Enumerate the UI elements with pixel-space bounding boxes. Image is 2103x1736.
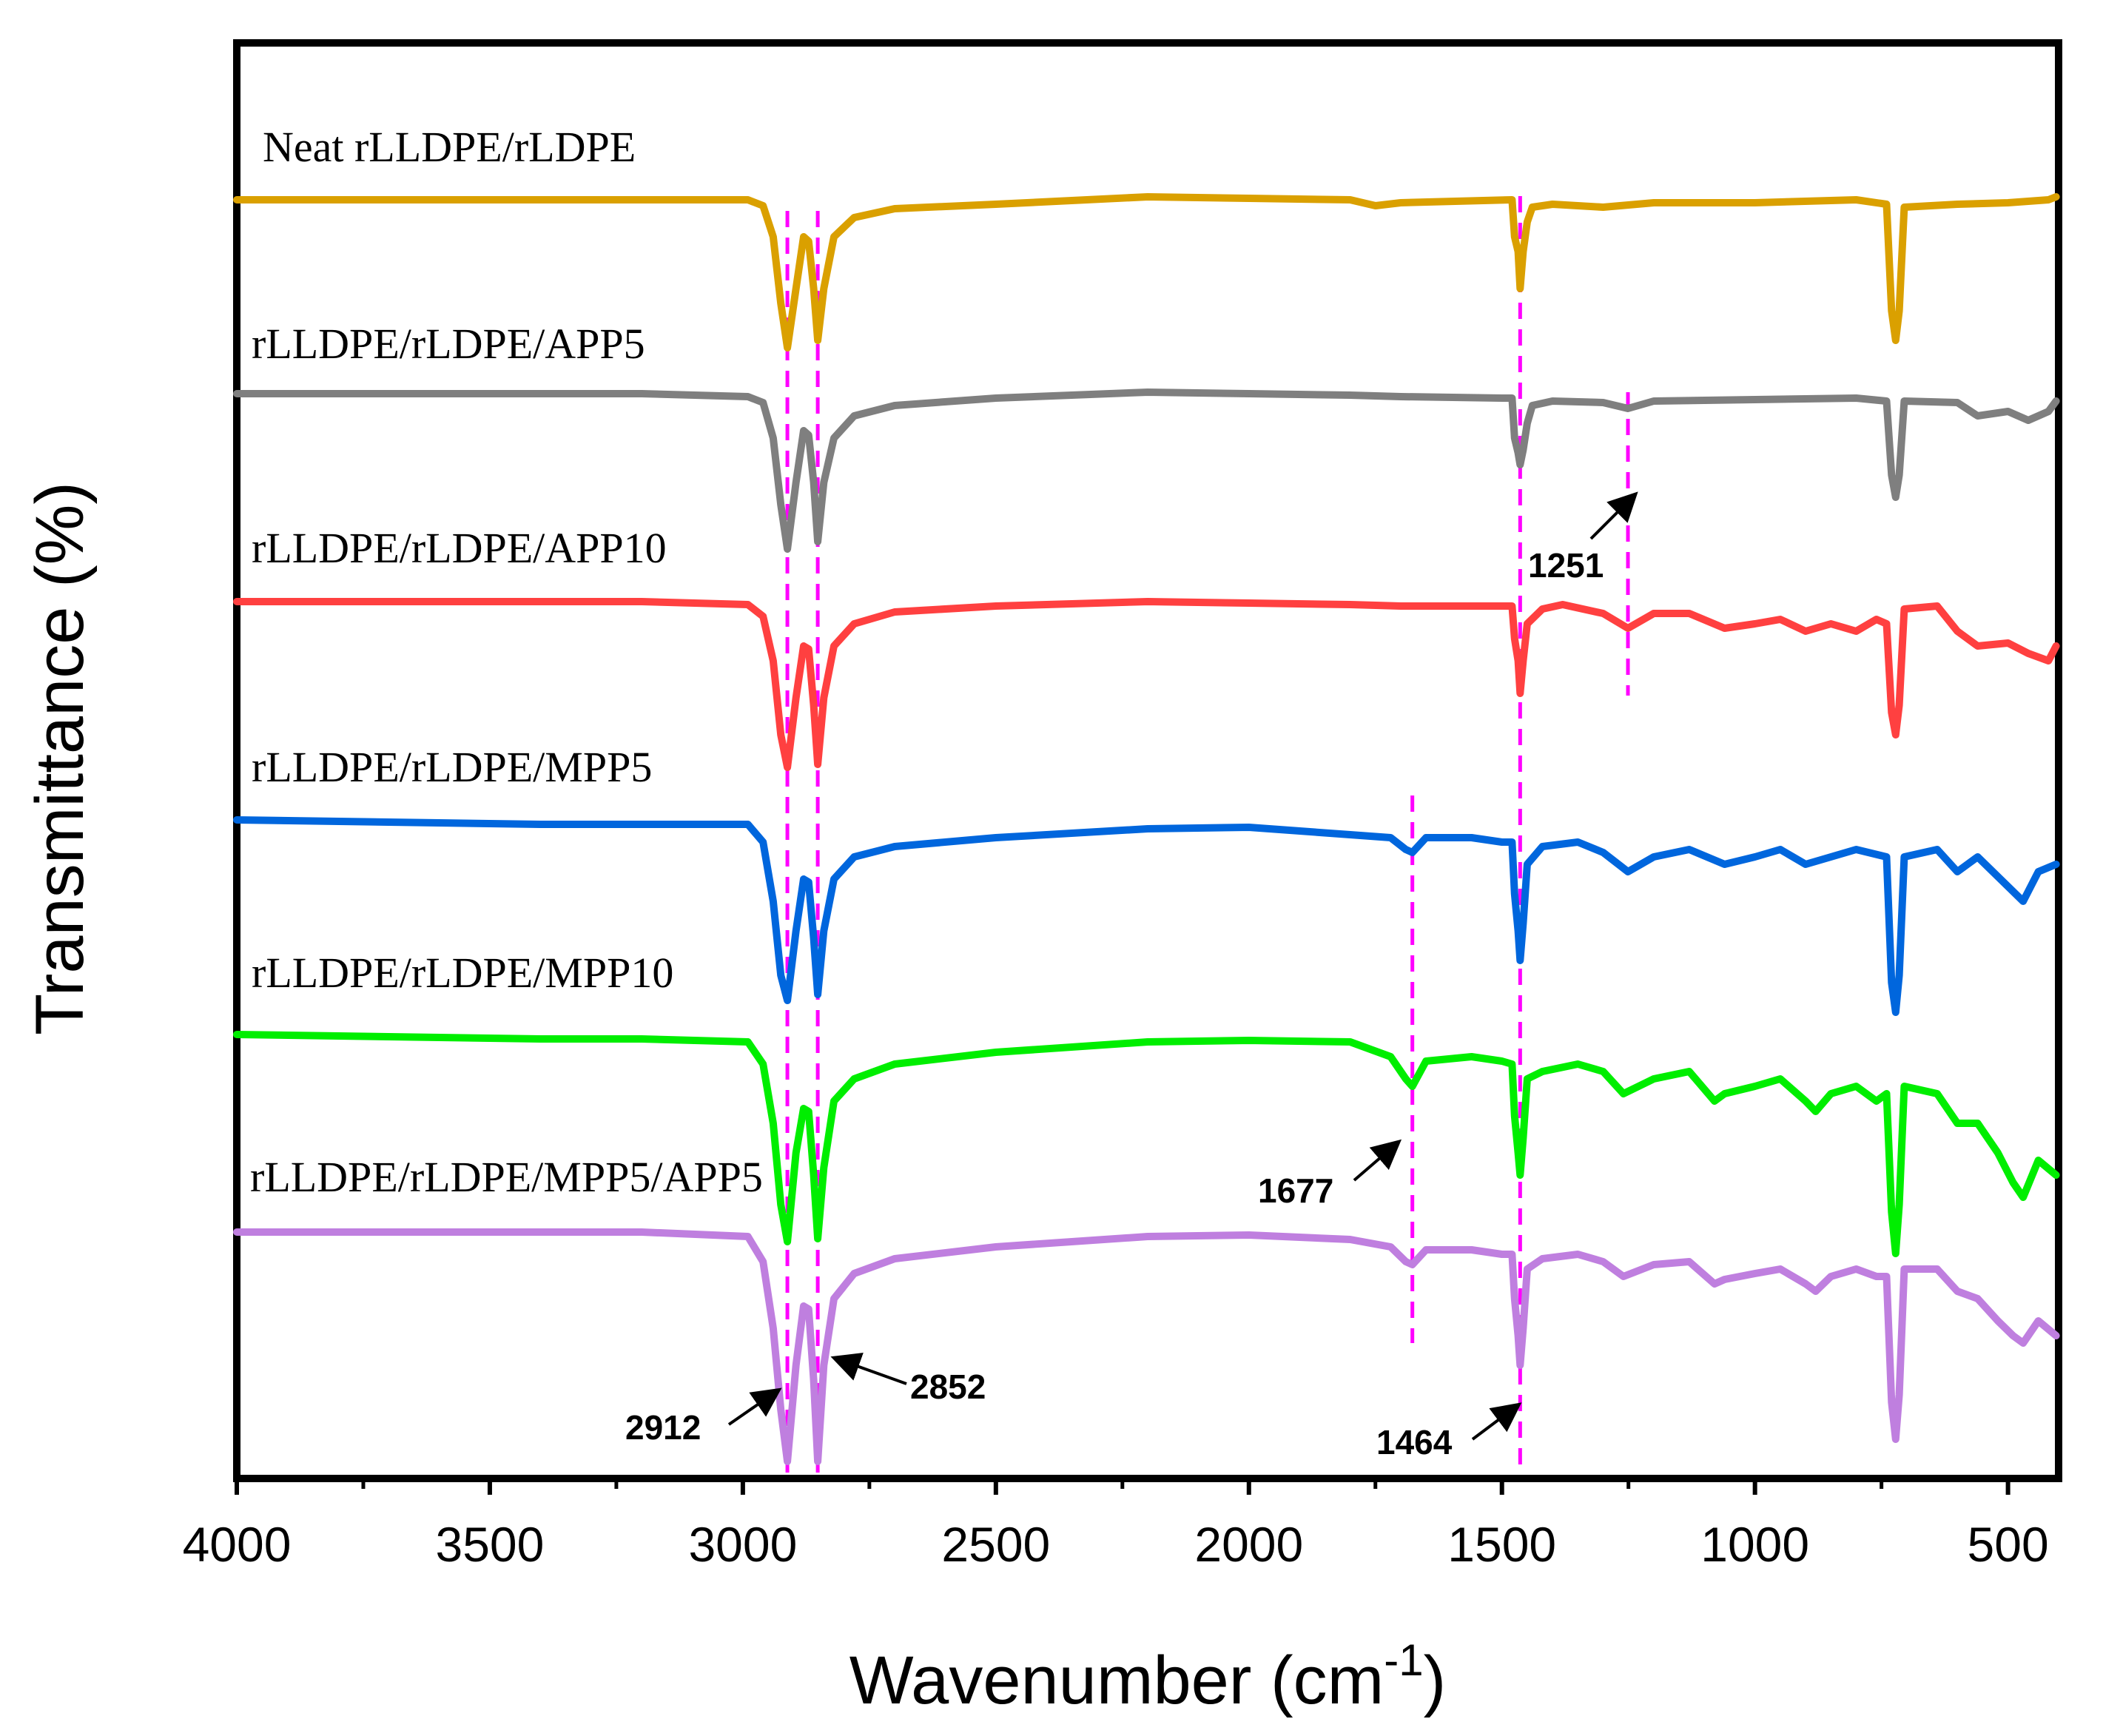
y-axis-title: Transmittance (%) — [22, 482, 98, 1035]
series-label-rlldpe-rldpe-mpp10: rLLDPE/rLDPE/MPP10 — [252, 949, 673, 997]
peak-label-1677: 1677 — [1258, 1171, 1333, 1210]
series-line-rlldpe-rldpe-app5 — [233, 388, 2060, 553]
series-line-rlldpe-rldpe-app10 — [233, 598, 2060, 771]
series-label-rlldpe-rldpe-mpp5-app5: rLLDPE/rLDPE/MPP5/APP5 — [250, 1153, 763, 1201]
spectra-curves — [233, 193, 2060, 1465]
arrow-2852 — [830, 1352, 907, 1385]
peak-label-2852: 2852 — [910, 1367, 986, 1406]
arrow-1251 — [1589, 491, 1638, 540]
x-axis-title: Wavenumber (cm-1) — [849, 1635, 1447, 1718]
peak-annotations: 2912 2852 1464 1677 1251 — [625, 491, 1638, 1461]
series-label-neat-rlldpe-rldpe: Neat rLLDPE/rLDPE — [263, 123, 636, 171]
x-tick-label-1500: 1500 — [1447, 1517, 1556, 1572]
series-label-rlldpe-rldpe-app10: rLLDPE/rLDPE/APP10 — [252, 524, 667, 572]
arrow-1464 — [1471, 1402, 1522, 1441]
series-label-rlldpe-rldpe-app5: rLLDPE/rLDPE/APP5 — [252, 320, 645, 368]
x-tick-label-1000: 1000 — [1700, 1517, 1809, 1572]
x-tick-label-500: 500 — [1968, 1517, 2049, 1572]
x-axis-title-superscript: -1 — [1384, 1635, 1423, 1685]
x-axis-title-suffix: ) — [1424, 1643, 1447, 1718]
series-line-rlldpe-rldpe-mpp5-app5 — [233, 1228, 2060, 1465]
x-tick-label-3000: 3000 — [688, 1517, 797, 1572]
arrow-1677 — [1353, 1139, 1402, 1182]
peak-label-1464: 1464 — [1376, 1423, 1453, 1461]
plot-frame — [233, 39, 2062, 1482]
peak-label-1251: 1251 — [1528, 546, 1604, 585]
x-tick-label-2500: 2500 — [941, 1517, 1050, 1572]
series-label-rlldpe-rldpe-mpp5: rLLDPE/rLDPE/MPP5 — [252, 743, 652, 791]
reference-lines — [785, 196, 1630, 1473]
x-axis-ticks: 4000 3500 3000 2500 2000 1500 1000 500 — [183, 1478, 2049, 1572]
series-line-rlldpe-rldpe-mpp10 — [233, 1031, 2060, 1257]
x-tick-label-4000: 4000 — [183, 1517, 292, 1572]
x-tick-label-2000: 2000 — [1194, 1517, 1303, 1572]
series-line-neat-rlldpe-rldpe — [233, 193, 2060, 351]
series-labels: Neat rLLDPE/rLDPE rLLDPE/rLDPE/APP5 rLLDPE… — [250, 123, 763, 1201]
series-line-rlldpe-rldpe-mpp5 — [233, 816, 2060, 1016]
arrow-2912 — [727, 1387, 782, 1426]
x-tick-label-3500: 3500 — [436, 1517, 545, 1572]
peak-label-2912: 2912 — [625, 1408, 701, 1447]
x-axis-title-main: Wavenumber (cm — [849, 1643, 1384, 1718]
